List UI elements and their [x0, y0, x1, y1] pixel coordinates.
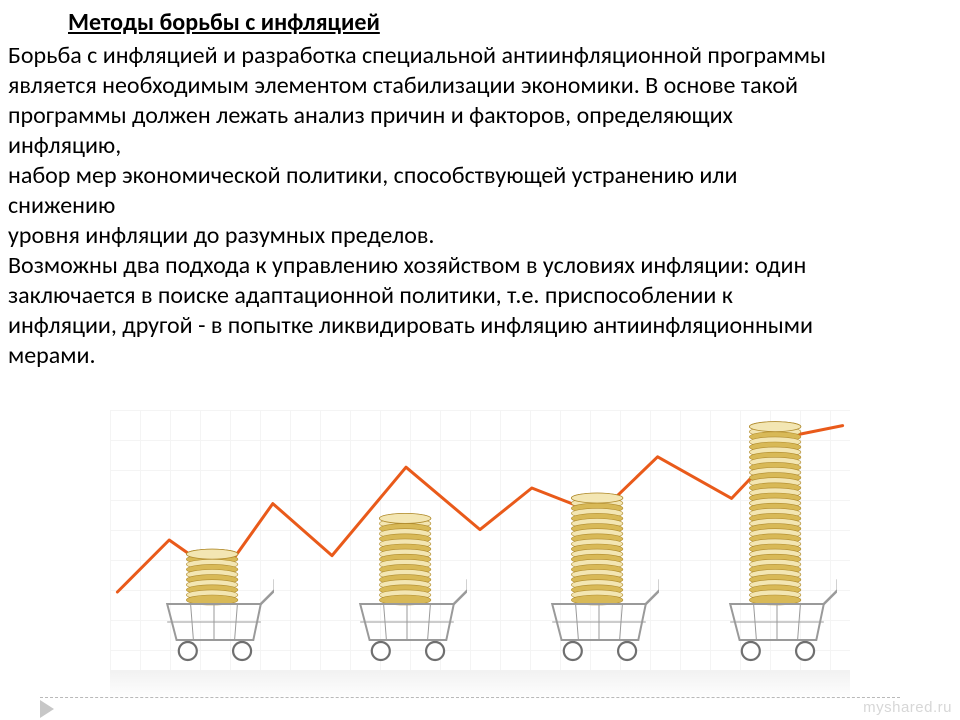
- shopping-cart-icon: [154, 543, 274, 664]
- chart-reflection: [110, 670, 850, 700]
- inflation-chart: [110, 410, 850, 670]
- slide-body: Борьба с инфляцией и разработка специаль…: [8, 41, 952, 371]
- shopping-cart-icon: [717, 393, 837, 664]
- footer-divider: [40, 697, 900, 698]
- next-arrow-icon: [40, 700, 54, 718]
- watermark-text: myshared.ru: [863, 699, 952, 716]
- slide-title: Методы борьбы с инфляцией: [8, 8, 952, 37]
- shopping-cart-icon: [347, 503, 467, 664]
- slide-content: Методы борьбы с инфляцией Борьба с инфля…: [0, 0, 960, 371]
- shopping-cart-icon: [539, 478, 659, 664]
